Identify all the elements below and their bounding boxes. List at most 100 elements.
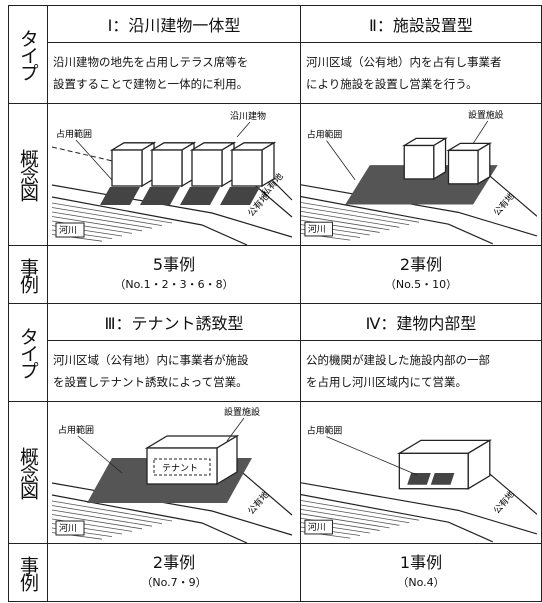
river-hatch — [51, 513, 143, 529]
diagram-label: 河川 — [59, 224, 77, 236]
river-box — [304, 519, 333, 534]
leader-line — [472, 120, 489, 144]
table-row: タイプ Ⅲ：テナント誘致型 Ⅳ：建物内部型 — [8, 303, 542, 402]
river-hatch — [301, 499, 420, 521]
river-hatch — [51, 215, 143, 231]
cube-front — [447, 149, 479, 184]
table-row: 事例 5事例 （No.1・2・3・6・8） 2事例 （No.5・10） — [8, 245, 542, 304]
table-row: 事例 2事例 （No.7・9） 1事例 （No.4） — [8, 543, 542, 602]
diagram-cell: 河川 公有地 占用範囲 — [300, 401, 542, 544]
river-hatch — [51, 504, 163, 524]
cube-side — [261, 141, 275, 187]
river-hatch — [301, 214, 390, 230]
diagram-label: 河川 — [59, 522, 77, 534]
river-hatch — [301, 512, 390, 528]
description-line: 河川区域（公有地）内に事業者が施設 — [53, 353, 249, 367]
diagram-label: 公有地 — [491, 190, 517, 218]
diagram-label: 占用範囲 — [58, 424, 94, 436]
occupied-area — [220, 186, 260, 205]
river-box — [55, 222, 85, 237]
leader-line — [236, 121, 251, 137]
river-hatch — [51, 206, 163, 226]
diagram-label: 公有地 — [245, 488, 272, 516]
river-hatch — [51, 500, 173, 521]
table-row: 河川区域（公有地）内に事業者が施設 を設置しテナント誘致によって営業。 公的機関が建… — [9, 340, 542, 402]
bank-line — [51, 493, 248, 543]
case-numbers: （No.5・10） — [384, 277, 458, 291]
river-box — [55, 520, 85, 535]
public-line — [236, 467, 293, 515]
description-line: を占用し河川区域内にて営業。 — [306, 375, 467, 389]
leader-line — [226, 417, 245, 441]
cube-front — [231, 148, 263, 187]
occupied-area — [430, 472, 455, 485]
river-hatch — [301, 210, 400, 228]
case-numbers: （No.4） — [397, 575, 445, 589]
bank-line — [301, 493, 493, 542]
river-hatch — [301, 508, 400, 526]
diagram-label: 公有地 — [491, 488, 517, 516]
case-count: 2事例 — [399, 254, 443, 274]
cases-cell: 2事例 （No.7・9） — [47, 543, 301, 602]
case-numbers: （No.7・9） — [141, 575, 207, 589]
diagram-cell: 河川 公有地 テナント 占用範囲 設置施設 — [47, 401, 301, 544]
diagram-label: テナント — [162, 463, 198, 474]
description-line: を設置しテナント誘致によって営業。 — [53, 375, 248, 389]
case-count: 5事例 — [152, 254, 196, 274]
type-title: Ⅳ：建物内部型 — [300, 303, 542, 341]
cases-cell: 5事例 （No.1・2・3・6・8） — [47, 245, 301, 304]
diagram-label: 占用範囲 — [56, 128, 92, 140]
bank-line — [51, 195, 248, 245]
cube-front — [191, 148, 223, 187]
type-title: Ⅱ：施設設置型 — [300, 5, 542, 43]
cube-side — [477, 141, 491, 185]
row-label: タイプ — [8, 5, 48, 104]
public-line — [482, 169, 537, 217]
concept-diagram: 河川 公有地 テナント 占用範囲 設置施設 — [51, 406, 293, 543]
row-label: 事例 — [8, 245, 48, 304]
type-title: Ⅲ：テナント誘致型 — [47, 303, 301, 341]
concept-diagram: 河川 公有地 占用範囲 設置施設 — [301, 108, 537, 244]
case-count: 2事例 — [152, 552, 196, 572]
table-row: 沿川建物の地先を占用しテラス席等を 設置することで建物と一体的に利用。 河川区域（公… — [9, 42, 542, 104]
row-label: 概念図 — [8, 103, 48, 246]
type-description: 沿川建物の地先を占用しテラス席等を 設置することで建物と一体的に利用。 — [47, 42, 301, 104]
concept-diagram: 河川 公有地 占用範囲 — [301, 424, 537, 542]
row-label: 概念図 — [8, 401, 48, 544]
public-line — [482, 467, 537, 515]
leader-line — [326, 139, 356, 180]
cube-front — [146, 446, 218, 485]
description-line: 設置することで建物と一体的に利用。 — [53, 77, 249, 91]
type-description: 河川区域（公有地）内を占有し事業者 により施設を設置し営業を行う。 — [300, 42, 542, 104]
diagram-label: 沿川建物 — [230, 110, 266, 122]
diagram-label: 占用範囲 — [307, 424, 343, 436]
description-line: により施設を設置し営業を行う。 — [306, 77, 478, 91]
description-line: 沿川建物の地先を占用しテラス席等を — [53, 55, 249, 69]
leader-line — [75, 139, 113, 180]
diagram-label: 設置施設 — [468, 108, 504, 120]
diagram-label: 占用範囲 — [307, 128, 343, 140]
table-row: 概念図 河川 公有地 私有地 占用範囲 沿川建物 河川 公有地 占用範囲 設置施設 — [8, 103, 542, 246]
row-label: 事例 — [8, 543, 48, 602]
cube-front — [151, 148, 183, 187]
occupied-area — [140, 186, 180, 205]
river-hatch — [301, 504, 410, 523]
river-box — [304, 221, 333, 236]
tenant-box — [153, 458, 211, 475]
description-line: 公的機関が建設した施設内部の一部 — [306, 353, 490, 367]
leader-line — [326, 435, 418, 475]
diagram-label: 設置施設 — [224, 406, 260, 418]
leader-line — [77, 435, 123, 473]
case-numbers: （No.1・2・3・6・8） — [114, 277, 234, 291]
diagram-cell: 河川 公有地 私有地 占用範囲 沿川建物 — [47, 103, 301, 246]
type-table: タイプ Ⅰ：沿川建物一体型 Ⅱ：施設設置型 沿川建物の地先を占用しテラス席等を 設置する… — [8, 5, 542, 602]
cube-front — [111, 148, 143, 187]
cube-side — [433, 136, 447, 180]
row-label: タイプ — [8, 303, 48, 402]
bank-line — [51, 183, 293, 238]
cube-front — [403, 144, 435, 180]
diagram-label: 河川 — [308, 223, 326, 235]
river-hatch — [51, 202, 173, 223]
